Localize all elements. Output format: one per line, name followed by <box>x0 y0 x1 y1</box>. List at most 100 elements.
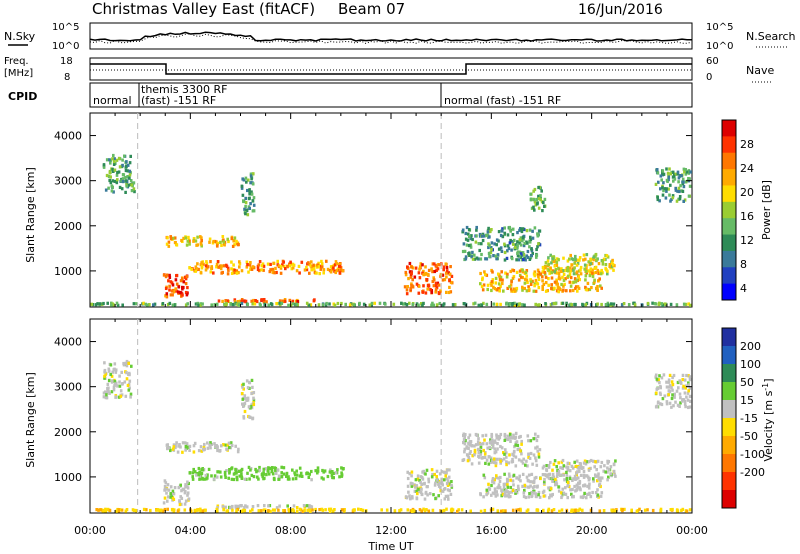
range-cell <box>243 397 247 401</box>
range-cell <box>111 379 114 383</box>
range-cell <box>504 482 507 486</box>
range-cell <box>477 454 480 458</box>
range-cell <box>440 481 444 485</box>
range-cell <box>612 462 616 466</box>
range-cell <box>464 237 468 241</box>
range-cell <box>512 238 516 242</box>
range-cell <box>575 473 578 477</box>
range-cell <box>164 286 168 290</box>
range-cell <box>474 443 478 447</box>
range-cell <box>313 270 317 274</box>
range-cell <box>671 196 675 200</box>
range-cell <box>611 258 614 262</box>
range-cell <box>585 253 589 257</box>
range-cell <box>340 471 343 475</box>
range-cell <box>512 433 515 437</box>
range-cell <box>170 508 174 512</box>
range-cell <box>688 405 692 409</box>
range-cell <box>575 270 579 274</box>
range-cell <box>213 474 217 478</box>
range-cell <box>126 175 129 179</box>
range-cell <box>560 267 563 271</box>
range-cell <box>435 469 439 473</box>
range-cell <box>511 508 515 512</box>
range-cell <box>600 286 603 290</box>
range-cell <box>242 387 245 391</box>
range-cell <box>572 280 575 284</box>
range-cell <box>662 373 666 377</box>
range-cell <box>574 286 577 291</box>
range-cell <box>566 484 569 488</box>
range-cell <box>331 475 334 480</box>
range-cell <box>583 263 587 267</box>
range-cell <box>475 234 478 238</box>
range-cell <box>192 467 195 472</box>
range-cell <box>316 263 319 267</box>
range-cell <box>503 226 506 230</box>
range-cell <box>453 303 457 307</box>
range-cell <box>495 243 498 247</box>
range-cell <box>166 236 169 240</box>
range-cell <box>250 299 253 303</box>
range-cell <box>526 280 529 284</box>
range-cell <box>656 401 660 405</box>
range-cell <box>243 409 247 414</box>
range-cell <box>165 292 169 296</box>
range-cell <box>103 361 106 365</box>
range-cell <box>184 444 188 449</box>
range-cell <box>132 181 136 185</box>
range-cell <box>332 471 336 475</box>
range-cell <box>194 265 198 269</box>
range-cell <box>129 395 132 399</box>
range-cell <box>599 479 602 483</box>
range-cell <box>283 298 287 302</box>
range-cell <box>521 484 524 488</box>
range-cell <box>335 262 339 266</box>
range-cell <box>420 482 423 486</box>
range-cell <box>604 267 607 271</box>
noise-right-tick-bottom: 10^0 <box>706 41 733 52</box>
range-cell <box>236 302 239 306</box>
range-cell <box>443 278 447 282</box>
range-cell <box>276 259 279 263</box>
range-cell <box>462 302 466 306</box>
range-cell <box>260 264 264 268</box>
range-cell <box>529 280 533 284</box>
range-cell <box>438 472 442 476</box>
range-cell <box>529 480 532 484</box>
range-cell <box>470 255 473 259</box>
range-cell <box>176 450 180 454</box>
range-cell <box>338 263 342 267</box>
range-cell <box>506 286 509 290</box>
range-cell <box>528 257 532 261</box>
range-cell <box>291 468 294 472</box>
range-cell <box>315 271 318 275</box>
range-cell <box>292 509 296 513</box>
range-cell <box>105 393 108 397</box>
range-cell <box>112 160 116 164</box>
range-cell <box>586 281 590 285</box>
range-cell <box>103 368 107 373</box>
range-cell <box>95 508 98 512</box>
range-cell <box>448 489 451 493</box>
range-cell <box>196 262 199 266</box>
range-cell <box>219 475 223 479</box>
range-cell <box>566 265 570 270</box>
range-cell <box>481 234 484 238</box>
range-cell <box>570 303 573 307</box>
range-cell <box>434 481 437 485</box>
range-cell <box>108 158 111 162</box>
range-cell <box>586 492 589 496</box>
range-cell <box>562 473 565 477</box>
range-cell <box>419 490 423 494</box>
range-cell <box>413 489 417 493</box>
range-cell <box>561 301 565 305</box>
colorbar-segment <box>722 169 736 186</box>
range-cell <box>562 284 565 288</box>
range-cell <box>418 478 421 483</box>
range-cell <box>231 244 235 248</box>
range-cell <box>555 271 559 275</box>
range-cell <box>269 262 272 266</box>
range-cell <box>557 272 561 276</box>
range-cell <box>508 490 511 495</box>
